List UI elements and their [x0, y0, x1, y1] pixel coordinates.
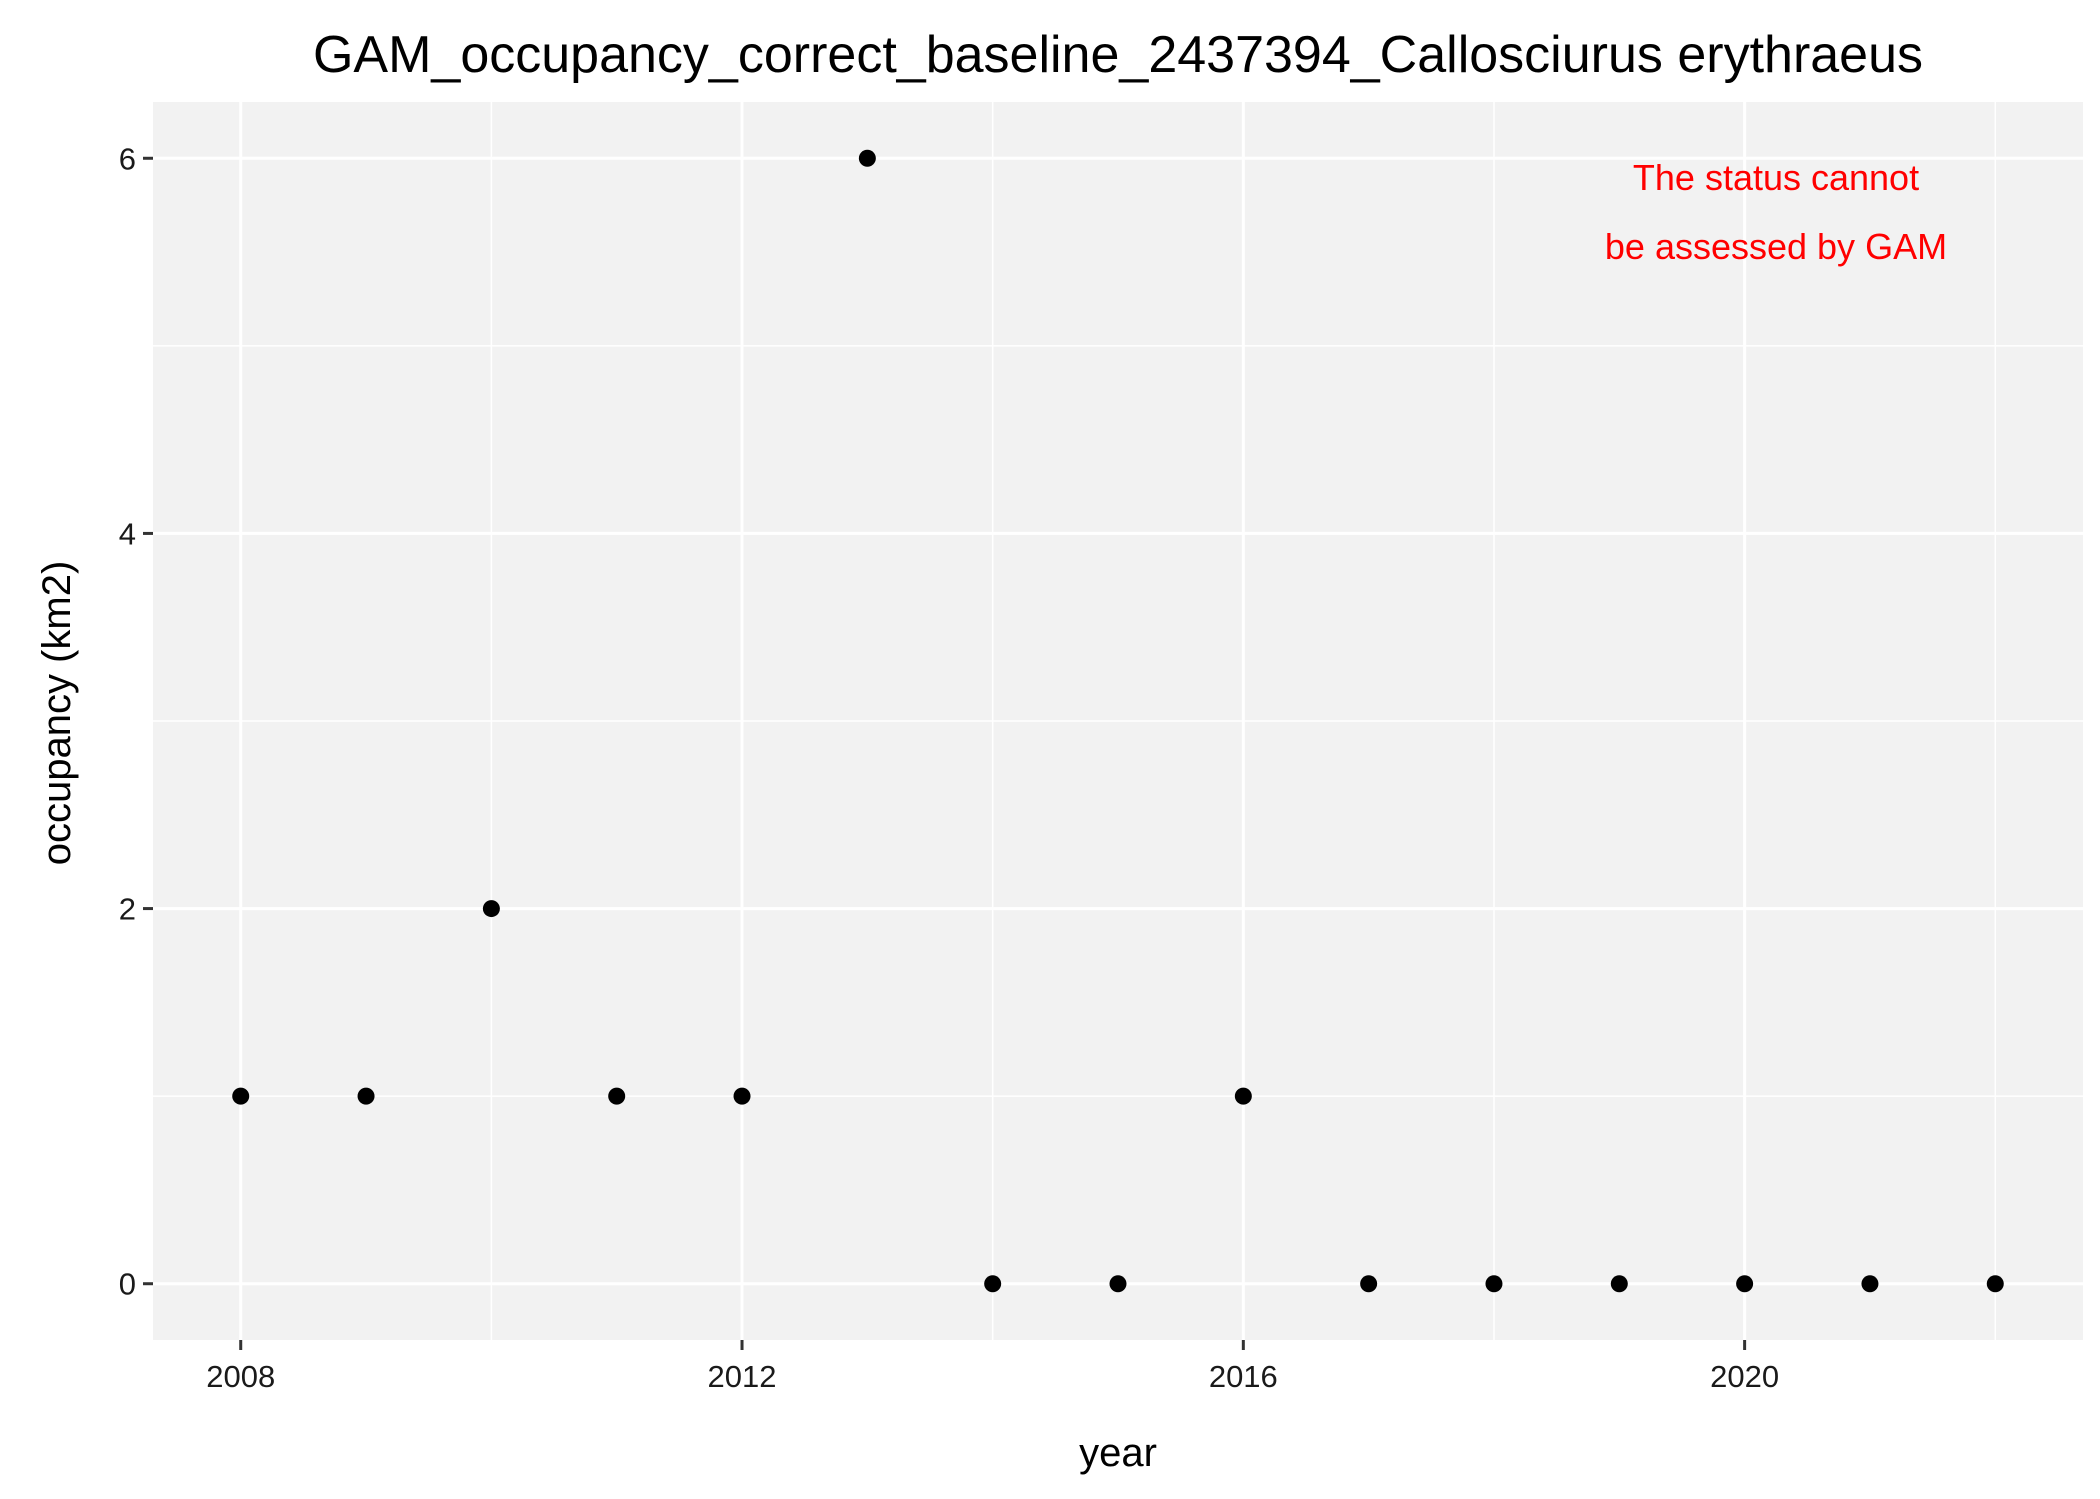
data-point: [482, 900, 500, 918]
y-tick-label: 0: [119, 1267, 136, 1302]
data-points: [232, 149, 2004, 1293]
data-point: [858, 149, 876, 167]
data-point: [1861, 1275, 1879, 1293]
x-tick-label: 2008: [206, 1359, 275, 1394]
y-tick-label: 6: [119, 141, 136, 176]
x-tick-label: 2020: [1710, 1359, 1779, 1394]
x-tick-label: 2016: [1209, 1359, 1278, 1394]
y-axis: 0 2 4 6: [119, 141, 153, 1302]
data-point: [733, 1087, 751, 1105]
annotation-line: be assessed by GAM: [1605, 226, 1947, 267]
data-point: [1360, 1275, 1378, 1293]
major-gridlines: [153, 102, 2083, 1340]
data-point: [1610, 1275, 1628, 1293]
x-axis: 2008 2012 2016 2020: [206, 1340, 1779, 1394]
data-point: [608, 1087, 626, 1105]
data-point: [1736, 1275, 1754, 1293]
data-point: [357, 1087, 375, 1105]
data-point: [1234, 1087, 1252, 1105]
x-axis-label: year: [1079, 1431, 1157, 1475]
y-axis-label: occupancy (km2): [35, 561, 79, 866]
data-point: [1109, 1275, 1127, 1293]
data-point: [1986, 1275, 2004, 1293]
annotation-line: The status cannot: [1633, 157, 1919, 198]
y-tick-label: 2: [119, 892, 136, 927]
data-point: [1485, 1275, 1503, 1293]
y-tick-label: 4: [119, 516, 136, 551]
data-point: [232, 1087, 250, 1105]
minor-gridlines: [153, 102, 2083, 1340]
x-tick-label: 2012: [708, 1359, 777, 1394]
data-point: [984, 1275, 1002, 1293]
status-annotation: The status cannot be assessed by GAM: [1605, 157, 1947, 267]
chart-title: GAM_occupancy_correct_baseline_2437394_C…: [313, 26, 1923, 84]
